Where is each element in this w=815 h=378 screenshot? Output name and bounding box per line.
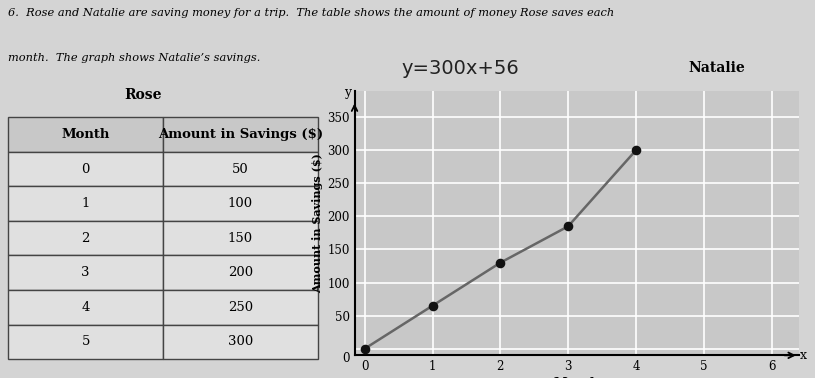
Point bbox=[494, 260, 507, 266]
Text: x: x bbox=[800, 349, 807, 362]
Point bbox=[426, 303, 439, 309]
Point bbox=[358, 345, 371, 352]
X-axis label: Month: Month bbox=[553, 377, 600, 378]
Point bbox=[562, 223, 575, 229]
Text: Natalie: Natalie bbox=[689, 61, 746, 75]
Y-axis label: Amount in Savings ($): Amount in Savings ($) bbox=[312, 153, 323, 293]
Text: month.  The graph shows Natalie’s savings.: month. The graph shows Natalie’s savings… bbox=[8, 53, 261, 63]
Text: y=300x+56: y=300x+56 bbox=[402, 59, 519, 77]
Point bbox=[629, 147, 642, 153]
Text: Rose: Rose bbox=[124, 88, 161, 102]
Text: y: y bbox=[344, 86, 351, 99]
Text: 0: 0 bbox=[342, 352, 350, 365]
Text: 6.  Rose and Natalie are saving money for a trip.  The table shows the amount of: 6. Rose and Natalie are saving money for… bbox=[8, 8, 615, 17]
